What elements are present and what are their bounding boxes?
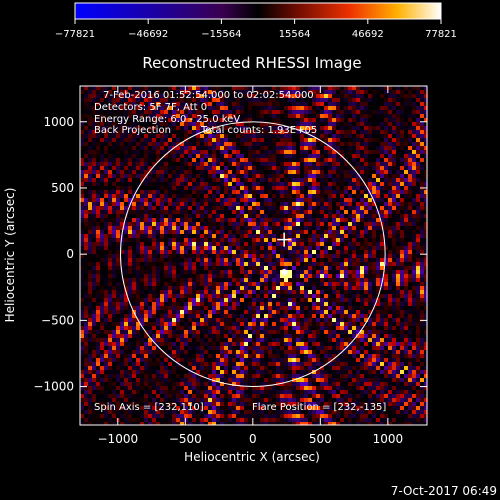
colorbar-tick-label: −77821 [55, 29, 95, 40]
spin-axis-marker [277, 232, 292, 247]
flare-position-text: Flare Position = [232,-135] [252, 402, 386, 413]
y-tick-label: 1000 [43, 115, 74, 129]
energy-range-text: Energy Range: 6.0 - 25.0 keV [94, 114, 240, 125]
colorbar-tick-label: 77821 [425, 29, 457, 40]
colorbar-tick-label: 46692 [352, 29, 384, 40]
y-tick-label: −500 [41, 313, 74, 327]
y-tick-label: 500 [51, 181, 74, 195]
heatmap-image [80, 86, 427, 425]
colorbar-tick-label: −46692 [128, 29, 168, 40]
x-axis-ticks: −1000 −500 0 500 1000 [98, 86, 404, 446]
time-range-text: 7-Feb-2016 01:52:54.000 to 02:02:54.000 [103, 90, 314, 101]
plot-frame [79, 85, 428, 426]
x-tick-label: −1000 [98, 432, 139, 446]
flare-position-marker [281, 269, 288, 276]
method-text: Back Projection [94, 125, 171, 136]
total-counts-text: Total counts: 1.93E+05 [200, 125, 317, 136]
spin-axis-text: Spin Axis = [232,110] [94, 402, 204, 413]
colorbar-labels: −77821 −46692 −15564 15564 46692 77821 [55, 29, 457, 40]
x-tick-label: 1000 [373, 432, 404, 446]
colorbar-tick-label: 15564 [279, 29, 311, 40]
chart-title: Reconstructed RHESSI Image [142, 54, 361, 72]
x-tick-label: 500 [309, 432, 332, 446]
colorbar [74, 2, 442, 20]
y-tick-label: 0 [66, 247, 74, 261]
y-axis-ticks: 1000 500 0 −500 −1000 [33, 115, 427, 394]
colorbar-ticks [74, 19, 442, 24]
y-tick-label: −1000 [33, 380, 74, 394]
x-axis-label: Heliocentric X (arcsec) [184, 450, 320, 464]
detectors-text: Detectors: 5F 7F, Att 0 [94, 102, 207, 113]
flare-core [281, 269, 288, 276]
y-axis-label: Heliocentric Y (arcsec) [3, 188, 17, 323]
solar-limb-circle [120, 121, 386, 387]
x-tick-label: −500 [169, 432, 202, 446]
footer-timestamp: 7-Oct-2017 06:49 [391, 484, 497, 498]
colorbar-tick-label: −15564 [201, 29, 241, 40]
x-tick-label: 0 [249, 432, 257, 446]
